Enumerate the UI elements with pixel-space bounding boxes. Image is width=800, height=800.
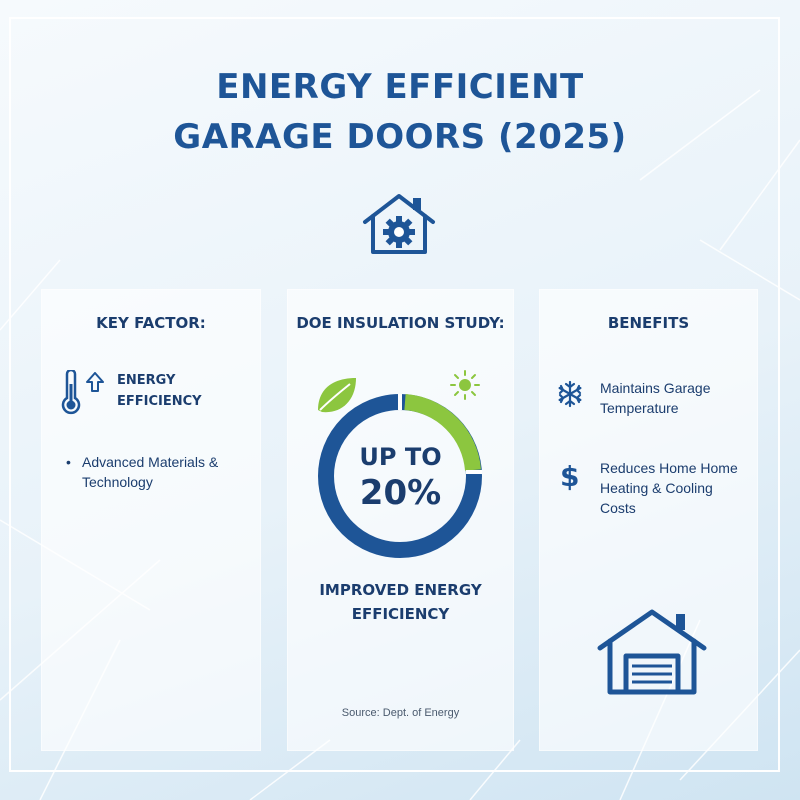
benefit-item-temperature: Maintains Garage Temperature — [600, 380, 711, 416]
study-heading: DOE INSULATION STUDY: — [296, 314, 505, 332]
snowflake-icon — [558, 380, 582, 408]
content-frame — [9, 17, 780, 772]
benefit-item-costs: Reduces Home Home Heating & Cooling Cost… — [600, 460, 738, 516]
title-line-2: GARAGE DOORS (2025) — [173, 117, 627, 157]
efficiency-donut — [318, 370, 482, 558]
sun-icon — [450, 370, 480, 400]
title-line-1: ENERGY EFFICIENT — [216, 67, 584, 107]
bullet-text: Advanced Materials & Technology — [82, 454, 219, 490]
stat-value: 20% — [359, 473, 442, 513]
dollar-icon: $ — [560, 460, 580, 493]
arrow-up-icon — [86, 372, 104, 392]
page-title: ENERGY EFFICIENT GARAGE DOORS (2025) — [0, 62, 800, 162]
bullet-icon: • — [66, 454, 71, 470]
source-note: Source: Dept. of Energy — [341, 707, 460, 719]
garage-house-icon — [597, 609, 707, 695]
study-card: DOE INSULATION STUDY: UP TO 20% IMPROVED — [288, 290, 513, 750]
factor-label: ENERGY EFFICIENCY — [117, 373, 202, 409]
benefits-heading: BENEFITS — [607, 314, 690, 332]
key-factor-card: KEY FACTOR: ENERGY EFFICIENCY • Advanced… — [42, 290, 260, 750]
thermometer-icon — [61, 370, 81, 415]
leaf-icon — [318, 378, 356, 413]
house-gear-icon — [363, 194, 435, 254]
benefits-card: BENEFITS Maintains Garage Temperature $ … — [540, 290, 757, 750]
donut-highlight — [404, 394, 481, 471]
stat-prefix: UP TO — [359, 443, 442, 471]
key-factor-heading: KEY FACTOR: — [96, 314, 206, 332]
improved-label: IMPROVED ENERGY EFFICIENCY — [319, 581, 482, 623]
